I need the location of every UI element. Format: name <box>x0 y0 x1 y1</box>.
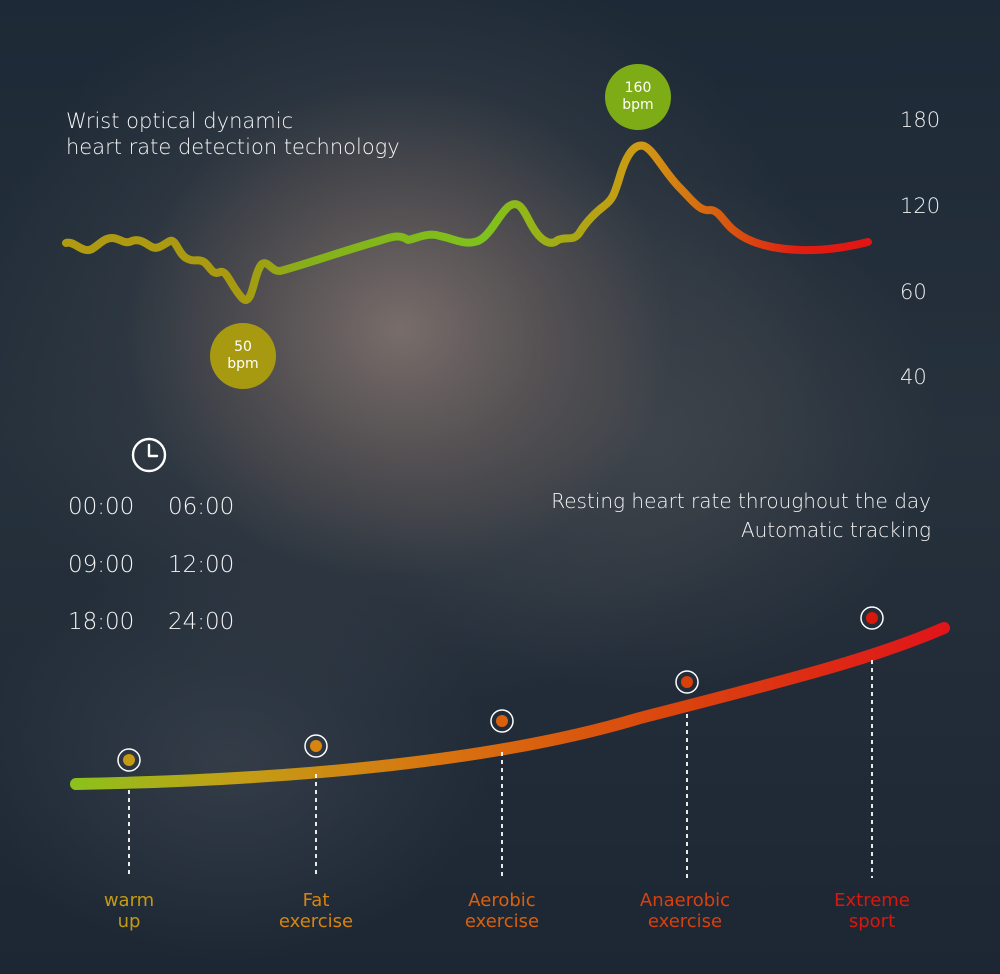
zone-label-anaerobic-line-1: Anaerobic <box>639 890 731 911</box>
zone-label-anaerobic-line-2: exercise <box>647 911 723 932</box>
high-bpm-unit: bpm <box>622 97 654 113</box>
time-2400: 24:00 <box>168 609 235 635</box>
zone-marker-aerobic <box>490 709 514 733</box>
zone-marker-anaerobic <box>675 670 699 694</box>
high-bpm-value: 160 <box>624 80 652 96</box>
zone-label-fat-line-2: exercise <box>278 911 354 932</box>
heart-rate-curve <box>62 141 872 304</box>
zone-label-warm-up-line-2: up <box>117 911 141 932</box>
zone-label-fat-line-1: Fat <box>302 890 330 911</box>
zone-markers <box>117 606 884 772</box>
zone-label-extreme-line-1: Extreme <box>834 890 910 911</box>
page-title: Wrist optical dynamic heart rate detecti… <box>66 108 400 160</box>
zone-label-aerobic: Aerobic exercise <box>422 890 582 932</box>
zone-label-extreme: Extreme sport <box>792 890 952 932</box>
zone-label-aerobic-line-1: Aerobic <box>468 890 536 911</box>
zone-label-aerobic-line-2: exercise <box>464 911 540 932</box>
y-tick-180: 180 <box>900 108 941 132</box>
zone-marker-warm-up <box>117 748 141 772</box>
resting-line-1: Resting heart rate throughout the day <box>551 489 931 513</box>
time-0900: 09:00 <box>68 552 135 578</box>
zone-marker-extreme <box>860 606 884 630</box>
time-1200: 12:00 <box>168 552 235 578</box>
title-line-2: heart rate detection technology <box>66 135 400 159</box>
zone-label-warm-up-line-1: warm <box>103 890 155 911</box>
resting-heart-rate-caption: Resting heart rate throughout the day Au… <box>551 487 931 545</box>
low-bpm-value: 50 <box>234 339 252 355</box>
zone-label-warm-up: warm up <box>49 890 209 932</box>
resting-line-2: Automatic tracking <box>740 518 931 542</box>
clock-icon <box>131 437 167 473</box>
zone-marker-fat <box>304 734 328 758</box>
low-bpm-badge: 50 bpm <box>210 323 276 389</box>
time-0600: 06:00 <box>168 494 235 520</box>
zone-label-anaerobic: Anaerobic exercise <box>605 890 765 932</box>
low-bpm-unit: bpm <box>227 356 259 372</box>
y-tick-40: 40 <box>900 365 927 389</box>
zone-label-extreme-line-2: sport <box>848 911 896 932</box>
time-0000: 00:00 <box>68 494 135 520</box>
y-tick-120: 120 <box>900 194 941 218</box>
high-bpm-badge: 160 bpm <box>605 64 671 130</box>
y-tick-60: 60 <box>900 280 927 304</box>
intensity-curve <box>70 622 950 790</box>
zone-label-fat: Fat exercise <box>236 890 396 932</box>
time-1800: 18:00 <box>68 609 135 635</box>
zone-guides <box>128 660 873 878</box>
title-line-1: Wrist optical dynamic <box>66 109 294 133</box>
